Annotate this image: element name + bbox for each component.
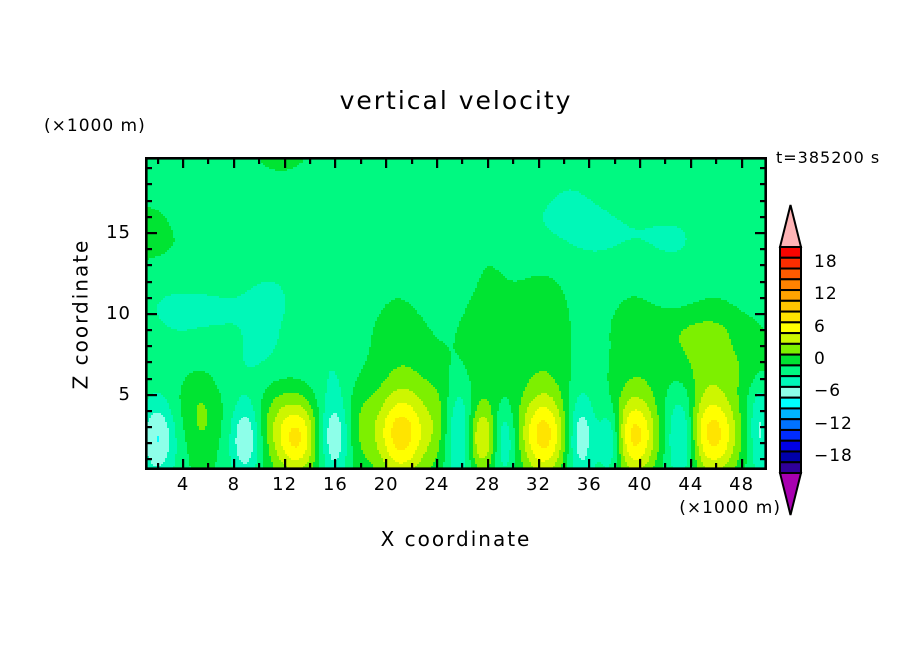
- x-tick-label: 8: [227, 474, 241, 495]
- colorbar-segment: [779, 428, 802, 442]
- x-tick-label: 12: [272, 474, 298, 495]
- x-axis-unit-label: (×1000 m): [679, 498, 781, 518]
- colorbar-segment: [779, 332, 802, 345]
- x-tick-label: 48: [729, 474, 755, 495]
- colorbar-segment: [779, 396, 802, 410]
- colorbar-segment: [779, 278, 802, 292]
- colorbar-label: −18: [814, 445, 853, 466]
- chart-title: vertical velocity: [339, 86, 573, 115]
- colorbar-segment: [779, 342, 802, 356]
- x-tick-label: 40: [627, 474, 653, 495]
- z-axis-title: Z coordinate: [68, 238, 92, 389]
- colorbar-label: 12: [814, 284, 838, 305]
- timestamp-label: t=385200 s: [776, 148, 881, 167]
- z-axis-title-box: Z coordinate: [66, 157, 94, 470]
- x-tick-label: 4: [176, 474, 190, 495]
- colorbar-label: 18: [814, 252, 838, 273]
- x-tick-label: 24: [424, 474, 450, 495]
- colorbar-segment: [779, 353, 802, 367]
- colorbar-segment: [779, 364, 802, 378]
- colorbar-segment: [779, 418, 802, 431]
- colorbar-under-arrow: [778, 472, 803, 516]
- x-axis-title: X coordinate: [380, 527, 532, 551]
- x-tick-label: 32: [526, 474, 551, 495]
- colorbar-segment: [779, 310, 802, 324]
- x-tick-label: 44: [678, 474, 704, 495]
- colorbar-label: −12: [814, 413, 853, 434]
- z-axis-unit-label: (×1000 m): [44, 116, 146, 136]
- colorbar: [778, 204, 803, 516]
- colorbar-segment: [779, 267, 802, 281]
- colorbar-label: 0: [814, 349, 826, 369]
- colorbar-segment: [779, 375, 802, 388]
- colorbar-segment: [779, 439, 802, 453]
- colorbar-segment: [779, 407, 802, 421]
- z-tick-label: 15: [106, 222, 131, 244]
- colorbar-segment: [779, 450, 802, 464]
- x-tick-label: 16: [322, 474, 348, 495]
- z-tick-label: 5: [118, 383, 131, 405]
- x-tick-label: 28: [475, 474, 501, 495]
- contour-plot: [145, 157, 767, 470]
- colorbar-segment: [779, 385, 802, 399]
- colorbar-segment: [779, 321, 802, 335]
- colorbar-label: −6: [814, 381, 842, 402]
- colorbar-label: 6: [814, 316, 826, 337]
- x-tick-label: 36: [576, 474, 602, 495]
- colorbar-segment: [779, 299, 802, 313]
- colorbar-segment: [779, 289, 802, 302]
- colorbar-segment: [779, 461, 802, 475]
- z-tick-label: 10: [106, 302, 131, 324]
- colorbar-segment: [779, 256, 802, 270]
- colorbar-over-arrow: [778, 204, 803, 248]
- x-tick-label: 20: [373, 474, 399, 495]
- colorbar-segment: [779, 246, 802, 259]
